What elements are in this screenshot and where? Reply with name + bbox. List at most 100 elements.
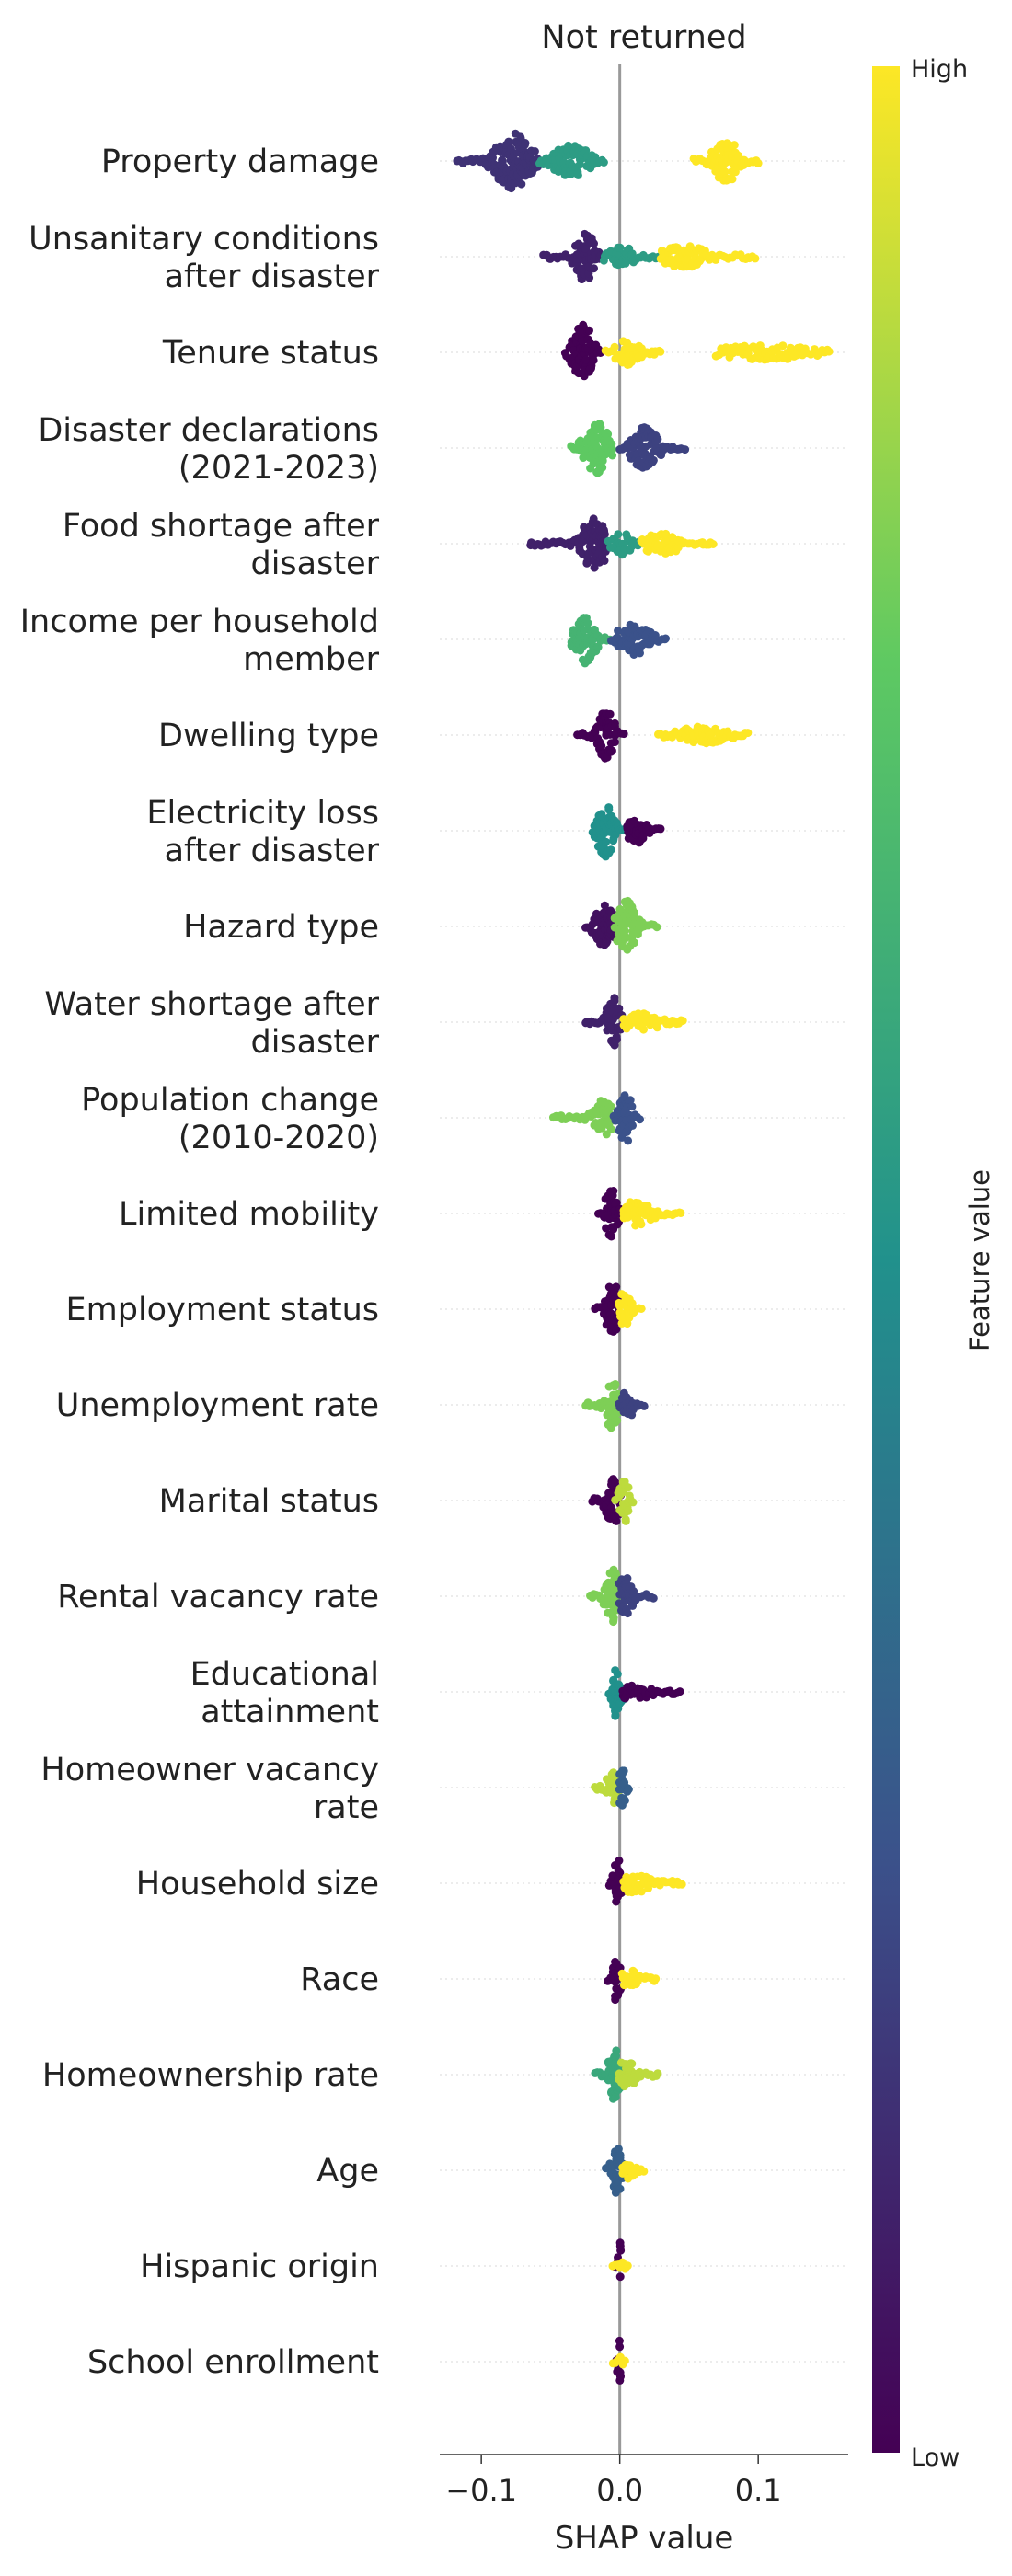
shap-point [609,1613,618,1622]
shap-point [600,901,609,910]
feature-label-line: Hazard type [183,909,379,946]
shap-point [661,634,670,643]
shap-point [624,1483,633,1492]
feature-label-line: after disaster [165,833,380,869]
feature-swarm [567,614,670,668]
feature-label-line: Race [300,1961,379,1998]
feature-label: Food shortage after disaster [63,508,380,582]
feature-swarm [539,229,760,283]
shap-point [637,1305,646,1313]
shap-point [628,1498,638,1507]
shap-point [599,158,608,167]
shap-point [611,1417,620,1426]
shap-point [615,2371,625,2380]
shap-point [544,161,553,170]
feature-swarm [586,1565,658,1627]
feature-swarm [581,1380,649,1432]
shap-point [630,908,639,917]
shap-point [610,738,619,747]
shap-point [611,1478,620,1487]
feature-label: Marital status [159,1483,379,1520]
shap-point [615,2184,625,2193]
feature-label-line: Homeowner vacancy [40,1752,379,1788]
shap-point [611,1380,620,1388]
feature-swarm [573,709,753,763]
shap-point [614,530,623,539]
shap-point [607,1232,615,1241]
feature-swarm [608,2336,629,2385]
feature-swarm [560,320,834,381]
feature-label: Unemployment rate [56,1387,379,1424]
shap-point [651,1974,661,1984]
shap-point [681,445,690,454]
shap-point [656,347,665,356]
feature-label-line: Food shortage after [63,508,380,545]
shap-point [602,837,611,846]
feature-swarm [567,420,690,477]
feature-label-line: Dwelling type [158,718,379,754]
shap-point [624,1506,633,1515]
shap-point [615,2153,625,2162]
shap-point [608,1191,617,1200]
colorbar-title: Feature value [964,1169,995,1351]
shap-point [612,2046,621,2055]
feature-swarm [581,896,661,954]
feature-swarm [604,1666,684,1720]
shap-point [615,2342,625,2352]
shap-point [653,434,662,443]
shap-point [653,2069,662,2078]
shap-point [607,746,616,755]
shap-point [627,1102,637,1111]
feature-swarm [604,1957,661,2005]
shap-point [583,618,592,627]
feature-label-line: member [243,641,379,678]
feature-label: Disaster declarations (2021-2023) [38,412,379,487]
shap-point [676,1209,685,1217]
shap-point [615,1857,624,1865]
shap-point [624,1785,633,1794]
feature-label: Limited mobility [119,1196,379,1233]
shap-point [566,170,575,178]
feature-label-line: after disaster [165,259,380,295]
feature-label-line: Electricity loss [146,795,379,832]
row-grid [440,160,848,2363]
shap-point [637,1220,646,1229]
feature-swarm [581,994,687,1050]
feature-swarm [591,1282,646,1336]
shap-point [611,1710,620,1719]
feature-label-line: Property damage [101,144,379,180]
colorbar [872,66,900,2453]
shap-point [639,1401,649,1410]
shap-point [629,938,638,948]
shap-point [730,141,739,150]
shap-point [611,2093,620,2101]
shap-point [652,923,661,932]
feature-label-line: (2021-2023) [178,450,379,487]
shap-point [606,845,615,855]
shap-point [620,2356,629,2365]
feature-label: Tenure status [162,335,379,372]
shap-point [615,2272,625,2282]
shap-point [610,994,619,1003]
feature-label-line: Educational [190,1656,379,1693]
shap-point [734,151,743,160]
feature-label: Income per household member [20,604,380,678]
feature-label: Hazard type [183,909,379,946]
shap-point [677,1880,686,1889]
feature-label: Electricity loss after disaster [146,795,379,869]
feature-swarm [549,1091,644,1145]
shap-point [605,709,615,719]
shap-point [743,729,753,738]
feature-swarm [602,2145,649,2197]
feature-swarm [604,1857,686,1906]
feature-label-line: rate [314,1789,379,1826]
shap-point [615,243,625,252]
shap-point [625,1491,634,1501]
shap-point [585,326,593,335]
shap-point [621,1516,630,1525]
shap-point [637,1887,646,1896]
feature-label: Dwelling type [158,718,379,754]
feature-swarm [594,1187,685,1241]
